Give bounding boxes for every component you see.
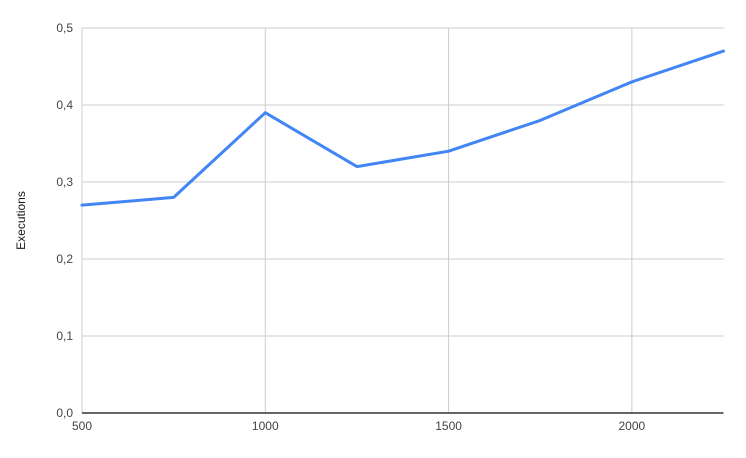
x-tick-label: 1000 [252,419,279,433]
y-tick-label: 0,1 [56,329,73,343]
x-tick-label: 1500 [435,419,462,433]
y-axis-title: Executions [14,191,28,250]
series-line [80,49,725,207]
y-tick-label: 0,5 [56,21,73,35]
x-tick-label: 2000 [619,419,646,433]
y-tick-label: 0,2 [56,252,73,266]
x-tick-label: 500 [72,419,92,433]
y-tick-label: 0,0 [56,406,73,420]
y-tick-label: 0,3 [56,175,73,189]
y-tick-label: 0,4 [56,98,73,112]
